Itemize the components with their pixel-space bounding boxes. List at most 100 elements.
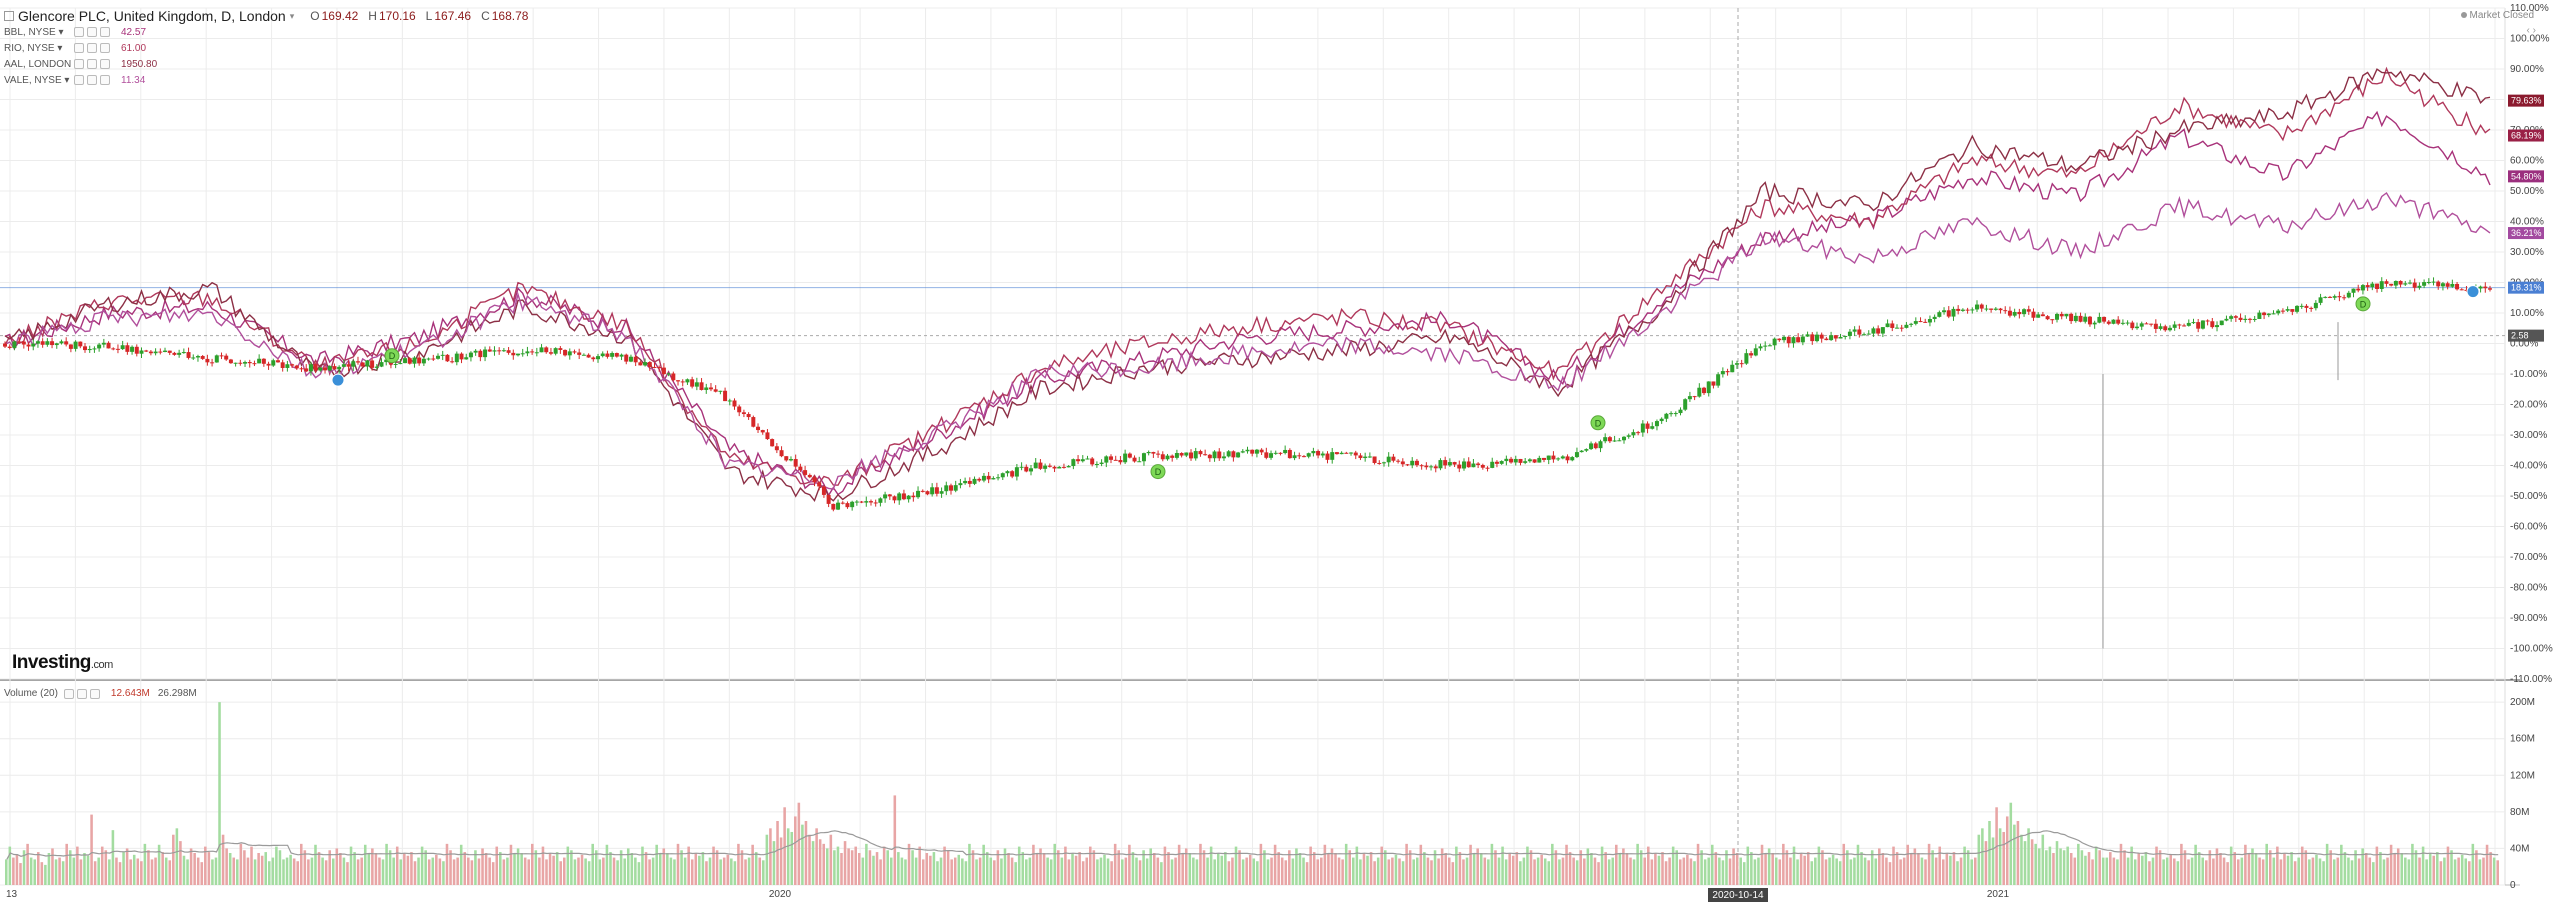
comparison-row[interactable]: VALE, NYSE ▾ 11.34 bbox=[4, 72, 528, 88]
candle-body bbox=[2139, 323, 2144, 327]
volume-bar bbox=[2290, 852, 2293, 885]
comparison-symbol[interactable]: RIO, NYSE ▾ bbox=[4, 42, 63, 54]
volume-bar bbox=[2311, 857, 2315, 885]
candle-body bbox=[1349, 452, 1354, 454]
comparison-row[interactable]: RIO, NYSE ▾ 61.00 bbox=[4, 40, 528, 56]
candle-body bbox=[1744, 353, 1749, 364]
volume-bar bbox=[861, 857, 865, 885]
candle-body bbox=[1513, 458, 1518, 463]
candle-body bbox=[624, 354, 629, 362]
visibility-icon[interactable] bbox=[87, 43, 97, 53]
candle-body bbox=[520, 353, 525, 355]
volume-bar bbox=[19, 863, 22, 885]
volume-bar bbox=[975, 859, 978, 885]
volume-bar bbox=[1966, 850, 1970, 885]
settings-icon[interactable] bbox=[74, 59, 84, 69]
candle-body bbox=[2125, 322, 2130, 324]
candle-body bbox=[986, 475, 991, 480]
comparison-symbol[interactable]: BBL, NYSE ▾ bbox=[4, 26, 64, 38]
candle-body bbox=[365, 360, 370, 367]
ohlc-value: 167.46 bbox=[434, 9, 472, 23]
chevron-down-icon[interactable]: ▾ bbox=[289, 10, 295, 21]
candle-body bbox=[1231, 451, 1236, 458]
close-icon[interactable] bbox=[89, 688, 100, 699]
volume-bar bbox=[1408, 850, 1412, 885]
comparison-row[interactable]: BBL, NYSE ▾ 42.57 bbox=[4, 24, 528, 40]
candle-body bbox=[1829, 335, 1834, 341]
visibility-icon[interactable] bbox=[76, 688, 87, 699]
candle-body bbox=[360, 362, 365, 367]
candle-body bbox=[2167, 327, 2172, 331]
volume-bar bbox=[584, 858, 587, 885]
candle-body bbox=[1127, 453, 1132, 458]
close-icon[interactable] bbox=[100, 43, 110, 53]
close-icon[interactable] bbox=[100, 27, 110, 37]
settings-icon[interactable] bbox=[63, 688, 74, 699]
volume-bar bbox=[93, 861, 97, 885]
candle-body bbox=[614, 353, 619, 357]
volume-bar bbox=[857, 853, 861, 885]
comparison-symbol[interactable]: VALE, NYSE ▾ bbox=[4, 74, 70, 86]
volume-bar bbox=[1970, 859, 1973, 885]
volume-bar bbox=[1312, 852, 1316, 885]
volume-bar bbox=[264, 852, 268, 885]
volume-bar bbox=[488, 857, 491, 885]
settings-icon[interactable] bbox=[74, 27, 84, 37]
volume-bar bbox=[2034, 843, 2037, 885]
close-icon[interactable] bbox=[100, 75, 110, 85]
volume-label[interactable]: Volume (20) bbox=[4, 688, 58, 699]
volume-bar bbox=[1053, 843, 1057, 885]
volume-bar bbox=[619, 850, 623, 885]
visibility-icon[interactable] bbox=[87, 59, 97, 69]
visibility-icon[interactable] bbox=[87, 75, 97, 85]
volume-bar bbox=[2393, 853, 2396, 885]
volume-bar bbox=[1181, 853, 1184, 885]
dividend-marker-label: D bbox=[1595, 418, 1602, 428]
volume-bar bbox=[1341, 859, 1344, 885]
candle-body bbox=[699, 382, 704, 390]
visibility-icon[interactable] bbox=[87, 27, 97, 37]
candle-body bbox=[1607, 437, 1612, 442]
volume-bar bbox=[1885, 857, 1888, 885]
candle-body bbox=[1965, 309, 1970, 311]
volume-bar bbox=[51, 848, 54, 885]
comparison-row[interactable]: AAL, LONDON ▾ 1950.80 bbox=[4, 56, 528, 72]
candle-body bbox=[252, 363, 257, 365]
volume-bar bbox=[754, 852, 758, 885]
volume-bar bbox=[1742, 862, 1746, 885]
volume-bar bbox=[1362, 853, 1366, 885]
volume-bar bbox=[1543, 858, 1547, 885]
volume-bar bbox=[1540, 854, 1543, 885]
candle-body bbox=[2205, 320, 2210, 322]
volume-bar bbox=[26, 843, 29, 885]
candle-body bbox=[1542, 457, 1547, 460]
volume-bar bbox=[2144, 852, 2148, 885]
collapse-toggle[interactable] bbox=[4, 11, 14, 21]
candle-body bbox=[2276, 310, 2281, 314]
scroll-arrows[interactable]: ‹ › bbox=[2526, 25, 2536, 36]
candle-body bbox=[1739, 363, 1744, 365]
volume-bar bbox=[616, 860, 619, 885]
volume-bar bbox=[1007, 853, 1010, 885]
candle-body bbox=[793, 459, 798, 467]
candle-body bbox=[398, 363, 403, 365]
volume-bar bbox=[1604, 852, 1607, 885]
volume-bar bbox=[2450, 850, 2453, 885]
candle-body bbox=[920, 490, 925, 492]
price-label-box bbox=[2508, 129, 2544, 142]
volume-bar bbox=[971, 850, 975, 885]
candle-body bbox=[916, 490, 921, 498]
candle-body bbox=[26, 344, 31, 347]
volume-bar bbox=[2244, 844, 2247, 885]
settings-icon[interactable] bbox=[74, 75, 84, 85]
candle-body bbox=[939, 491, 944, 494]
volume-bar bbox=[1405, 843, 1408, 885]
volume-bar bbox=[1476, 848, 1479, 885]
main-symbol-title[interactable]: Glencore PLC, United Kingdom, D, London bbox=[18, 8, 286, 24]
candle-body bbox=[407, 358, 412, 364]
candle-body bbox=[54, 343, 59, 346]
settings-icon[interactable] bbox=[74, 43, 84, 53]
comparison-symbol[interactable]: AAL, LONDON ▾ bbox=[4, 58, 80, 70]
close-icon[interactable] bbox=[100, 59, 110, 69]
